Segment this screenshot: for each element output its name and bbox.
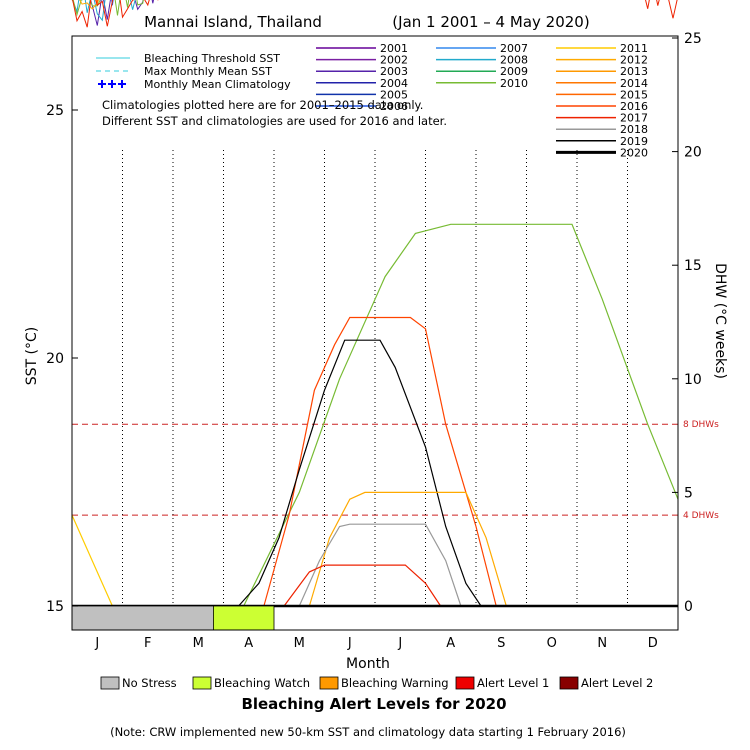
alert-level-label: Bleaching Warning (341, 676, 449, 690)
alert-level-label: Alert Level 2 (581, 676, 653, 690)
y-axis-right-label: DHW (°C weeks) (712, 263, 728, 379)
y-left-tick-label: 15 (46, 599, 64, 615)
legend-year-label: 2002 (380, 54, 408, 67)
x-tick-label: S (497, 636, 505, 651)
legend-year-label: 2013 (620, 65, 648, 78)
y-right-tick-label: 10 (684, 372, 702, 388)
legend-year-label: 2010 (500, 77, 528, 90)
y-axis-left-label: SST (°C) (24, 327, 40, 385)
alert-level-swatch (100, 676, 120, 690)
y-right-tick-label: 15 (684, 258, 702, 274)
legend-year-label: 2008 (500, 54, 528, 67)
y-right-tick-label: 20 (684, 145, 702, 161)
dhw-lines-layer (71, 223, 679, 608)
legend-year-label: 2001 (380, 42, 408, 55)
legend-reference-label: Bleaching Threshold SST (144, 52, 280, 65)
x-tick-label: D (648, 636, 658, 651)
legend-year-label: 2019 (620, 135, 648, 148)
legend-year-label: 2011 (620, 42, 648, 55)
x-tick-label: A (244, 636, 253, 651)
legend-year-label: 2018 (620, 123, 648, 136)
dhw-line-2012 (308, 491, 507, 607)
legend-year-label: 2007 (500, 42, 528, 55)
legend-year-label: 2003 (380, 65, 408, 78)
alert-bar-segment (212, 605, 275, 631)
legend-climatology-marker (98, 80, 106, 88)
x-tick-label: J (347, 636, 352, 651)
dhw-threshold-label: 8 DHWs (683, 420, 719, 430)
footnote: (Note: CRW implemented new 50-km SST and… (110, 725, 626, 739)
legend-year-label: 2006 (380, 100, 408, 113)
y-left-tick-label: 20 (46, 351, 64, 367)
legend-year-label: 2017 (620, 112, 648, 125)
x-axis-label: Month (346, 656, 390, 672)
alert-bar-layer (71, 605, 275, 631)
dhw-line-2017 (283, 564, 442, 607)
alert-bar-segment (71, 605, 214, 631)
dhw-line-2011 (71, 514, 113, 607)
alert-level-label: Alert Level 1 (477, 676, 549, 690)
legend-reference-label: Monthly Mean Climatology (144, 78, 291, 91)
y-right-tick-label: 25 (684, 31, 702, 47)
dhw-line-2018 (298, 523, 462, 607)
y-right-tick-label: 0 (684, 599, 693, 615)
dhw-line-2016 (263, 316, 497, 607)
legend-year-label: 2012 (620, 54, 648, 67)
x-tick-label: A (446, 636, 455, 651)
x-tick-label: F (144, 636, 151, 651)
sst-line-2006 (111, 0, 114, 6)
legend-year-label: 2005 (380, 88, 408, 101)
legend-year-label: 2020 (620, 146, 648, 159)
legend-climatology-marker (118, 80, 126, 88)
month-grid-layer (122, 150, 628, 606)
chart-date-range: (Jan 1 2001 – 4 May 2020) (392, 13, 589, 31)
x-tick-label: J (94, 636, 99, 651)
reference-lines-layer: 8 DHWs 4 DHWs (72, 420, 719, 521)
alert-level-swatch (319, 676, 339, 690)
note-line-1: Climatologies plotted here are for 2001–… (102, 98, 423, 112)
legend-year-label: 2009 (500, 65, 528, 78)
alert-level-swatch (192, 676, 212, 690)
x-tick-label: N (597, 636, 607, 651)
dhw-line-2010 (243, 223, 679, 607)
alert-level-label: Bleaching Watch (214, 676, 310, 690)
sst-line-2012 (71, 0, 99, 10)
alert-level-swatch (559, 676, 579, 690)
y-left-tick-label: 25 (46, 103, 64, 119)
legend-climatology-marker (108, 80, 116, 88)
note-line-2: Different SST and climatologies are used… (102, 114, 447, 128)
dhw-threshold-label: 4 DHWs (683, 511, 719, 521)
sst-line-2015 (96, 0, 99, 4)
legend-year-label: 2015 (620, 88, 648, 101)
x-tick-label: J (397, 636, 402, 651)
plot-frame (71, 35, 679, 631)
x-tick-label: M (193, 636, 204, 651)
legend-reference-label: Max Monthly Mean SST (144, 65, 272, 78)
alert-level-swatch (455, 676, 475, 690)
axes-layer: 15202530350510152025JFMAMJJASOND (46, 31, 702, 651)
x-tick-label: M (294, 636, 305, 651)
chart-title: Mannai Island, Thailand (144, 13, 322, 31)
x-tick-label: O (547, 636, 557, 651)
dhw-line-2019 (238, 339, 482, 607)
y-right-tick-label: 5 (684, 485, 693, 501)
legend-year-label: 2014 (620, 77, 648, 90)
legend-year-label: 2004 (380, 77, 408, 90)
alert-legend-title: Bleaching Alert Levels for 2020 (241, 695, 506, 713)
legend-year-label: 2016 (620, 100, 648, 113)
alert-level-label: No Stress (122, 676, 177, 690)
